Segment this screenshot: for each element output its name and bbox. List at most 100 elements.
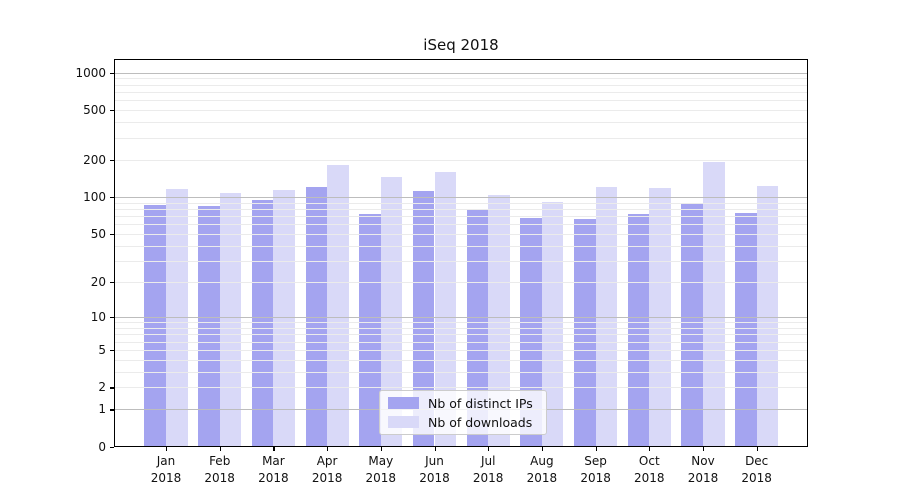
x-axis-tick-label: Apr 2018 xyxy=(311,454,343,485)
y-axis-tick xyxy=(110,317,114,319)
bar-distinct-ips xyxy=(305,187,328,447)
bar-downloads xyxy=(273,190,295,447)
y-axis-tick-label: 10 xyxy=(90,310,106,325)
gridline-minor xyxy=(114,78,808,80)
gridline-minor xyxy=(114,122,808,124)
chart-title: iSeq 2018 xyxy=(423,36,499,54)
x-axis-tick-label: Oct 2018 xyxy=(634,454,665,485)
legend-entry-distinct-ips: Nb of distinct IPs xyxy=(388,396,538,411)
gridline-minor xyxy=(114,84,808,86)
y-axis-tick-label: 50 xyxy=(90,226,106,241)
gridline-minor xyxy=(114,159,808,161)
gridline-minor xyxy=(114,110,808,112)
bar-downloads xyxy=(756,186,779,447)
bar-distinct-ips xyxy=(251,200,274,447)
x-axis-tick-label: Aug 2018 xyxy=(526,454,558,485)
bar-distinct-ips xyxy=(627,214,650,447)
y-axis-tick xyxy=(110,447,114,449)
gridline-minor xyxy=(114,371,808,373)
x-axis-tick xyxy=(756,447,758,451)
bar-downloads xyxy=(434,172,457,447)
x-axis-tick-label: Jan 2018 xyxy=(150,454,182,485)
bar-downloads xyxy=(219,192,242,447)
y-axis-tick xyxy=(110,159,114,161)
x-axis-tick-label: Mar 2018 xyxy=(258,454,289,485)
y-axis-tick-label: 5 xyxy=(98,342,106,357)
gridline-minor xyxy=(114,349,808,351)
x-axis-tick-label: Dec 2018 xyxy=(741,454,772,485)
bar-distinct-ips xyxy=(466,208,489,447)
bar-downloads xyxy=(541,201,564,447)
y-axis-tick-label: 100 xyxy=(83,189,106,204)
x-axis-tick xyxy=(380,447,382,451)
y-axis-tick xyxy=(110,110,114,112)
gridline-minor xyxy=(114,91,808,93)
y-axis-tick xyxy=(110,387,114,389)
y-axis-tick-label: 1 xyxy=(98,402,106,417)
y-axis-tick xyxy=(110,196,114,199)
x-axis-tick xyxy=(541,447,544,451)
x-axis-tick-label: May 2018 xyxy=(365,454,397,485)
bar-downloads xyxy=(327,165,349,447)
bar-downloads xyxy=(380,176,403,447)
y-axis-tick-label: 0 xyxy=(98,440,106,454)
gridline-minor xyxy=(114,100,808,102)
bar-downloads xyxy=(488,194,510,447)
y-axis-tick-label: 1000 xyxy=(75,65,106,80)
legend-label-downloads: Nb of downloads xyxy=(428,414,533,430)
gridline-minor xyxy=(114,260,808,262)
gridline-minor xyxy=(114,233,808,235)
y-axis-tick xyxy=(110,72,114,74)
gridline-minor xyxy=(114,215,808,217)
bar-downloads xyxy=(595,186,618,447)
legend-swatch-distinct-ips xyxy=(388,397,419,409)
bar-distinct-ips xyxy=(198,205,220,447)
y-axis-tick xyxy=(110,233,114,236)
x-axis-tick-label: Feb 2018 xyxy=(204,454,235,485)
bar-distinct-ips xyxy=(735,212,757,447)
x-axis-tick-label: Sep 2018 xyxy=(580,454,611,485)
x-axis-tick xyxy=(327,447,329,451)
bar-distinct-ips xyxy=(520,218,542,447)
bar-distinct-ips xyxy=(144,204,166,447)
bar-downloads xyxy=(166,189,188,447)
bar-downloads xyxy=(703,162,725,447)
y-axis-tick-label: 20 xyxy=(90,274,106,289)
plot-area xyxy=(114,59,808,447)
legend-label-distinct-ips: Nb of distinct IPs xyxy=(428,395,533,411)
y-axis-tick xyxy=(110,409,114,411)
legend: Nb of distinct IPs Nb of downloads xyxy=(379,390,547,435)
gridline-minor xyxy=(114,202,808,204)
gridline-minor xyxy=(114,359,808,361)
x-axis-tick-label: Nov 2018 xyxy=(687,454,719,485)
bar-distinct-ips xyxy=(412,190,435,447)
gridline-minor xyxy=(114,341,808,343)
legend-swatch-downloads xyxy=(388,416,419,428)
gridline-minor xyxy=(114,137,808,139)
legend-entry-downloads: Nb of downloads xyxy=(388,415,538,430)
x-axis-tick xyxy=(649,447,651,451)
gridline-minor xyxy=(114,208,808,210)
gridline-major xyxy=(114,317,808,319)
gridline-minor xyxy=(114,224,808,226)
gridline-minor xyxy=(114,387,808,389)
x-axis-tick xyxy=(219,447,221,451)
gridline-minor xyxy=(114,322,808,324)
y-axis-tick-label: 2 xyxy=(98,380,106,395)
y-axis-tick-label: 200 xyxy=(83,152,106,167)
bar-distinct-ips xyxy=(574,219,596,447)
x-axis-tick xyxy=(703,447,705,451)
gridline-minor xyxy=(114,281,808,283)
x-axis-tick xyxy=(434,447,436,451)
gridline-minor xyxy=(114,327,808,329)
gridline-minor xyxy=(114,245,808,247)
bar-distinct-ips xyxy=(359,213,381,447)
y-axis-tick xyxy=(110,349,114,352)
x-axis-tick-label: Jun 2018 xyxy=(419,454,450,485)
y-axis-tick-label: 500 xyxy=(83,103,106,118)
x-axis-tick-label: Jul 2018 xyxy=(472,454,504,485)
x-axis-tick xyxy=(595,447,597,451)
x-axis-tick xyxy=(488,447,490,451)
x-axis-tick xyxy=(166,447,168,451)
